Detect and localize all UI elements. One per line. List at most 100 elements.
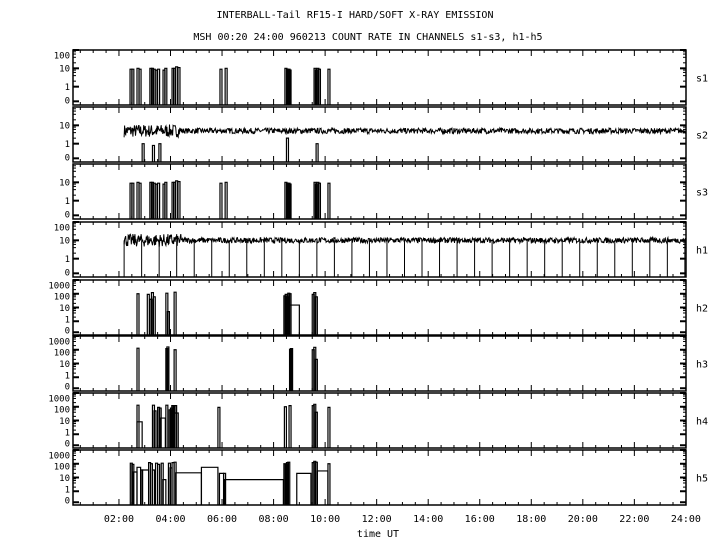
series-h4-spike [283,406,288,448]
series-h3-spike [289,348,294,391]
series-h5-spike [151,469,156,505]
series-h4-step [159,417,166,448]
series-h4-spike [165,404,169,448]
series-s2-baseline [123,124,687,139]
series-s3-spike [138,182,142,219]
series-h3-spike [136,347,140,391]
series-h2-spike [136,293,140,335]
series-s2-spike [285,137,290,162]
series-s3-spike [288,183,292,219]
series-h4-spike [153,410,157,448]
series-h5-step [162,479,167,505]
y-tick-label: 10 [59,304,70,314]
y-tick-label: 100 [54,223,70,233]
series-s1-spike [224,67,228,105]
series-s1-spike [164,67,168,105]
series-h3-spike [314,358,318,391]
x-tick-label: 10:00 [310,514,340,525]
y-tick-label: 0 [65,210,70,220]
series-h5-spike [287,461,291,505]
series-s1-spike [138,68,142,105]
y-tick-label: 0 [65,382,70,392]
x-tick-label: 14:00 [413,514,443,525]
x-axis-label: time UT [357,529,399,540]
series-s3-spike [327,182,331,219]
channel-label: s3 [696,188,708,199]
series-s1-spike [175,66,179,105]
series-s1-spike [317,68,322,105]
series-s3-spike [164,181,168,219]
x-tick-label: 22:00 [619,514,649,525]
series-h2-step [288,304,300,335]
y-tick-label: 0 [65,153,70,163]
y-tick-label: 10 [59,122,70,132]
y-tick-label: 1000 [48,337,70,347]
y-tick-label: 1 [65,255,70,265]
y-tick-label: 10 [59,417,70,427]
x-tick-label: 04:00 [155,514,185,525]
series-s3-spike [157,182,161,219]
channel-label: s2 [696,131,708,142]
channel-label: h5 [696,474,708,485]
series-h2-spike [173,291,177,335]
panel-frame [72,163,687,220]
y-tick-label: 1 [65,485,70,495]
series-s3-spike [219,182,223,219]
y-tick-label: 10 [59,65,70,75]
series-s3-spike [177,180,181,219]
series-s2-spike [158,143,162,162]
series-h2-spike [314,296,318,335]
panel-frame [72,449,687,506]
panel-frame [72,279,687,336]
channel-label: s1 [696,74,708,85]
series-s1-spike [313,67,317,105]
series-s1-spike [327,68,331,105]
series-s1-spike [288,69,292,105]
y-tick-label: 100 [54,405,70,415]
series-h4-spike [217,406,221,448]
channel-label: h3 [696,360,708,371]
y-tick-label: 0 [65,496,70,506]
y-tick-label: 1 [65,197,70,207]
series-s1-spike [131,68,135,105]
series-s3-spike [175,180,179,219]
x-tick-label: 06:00 [207,514,237,525]
y-tick-label: 100 [54,348,70,358]
y-tick-label: 10 [59,237,70,247]
y-tick-label: 1 [65,140,70,150]
x-tick-label: 16:00 [465,514,495,525]
series-s3-spike [313,181,317,219]
series-h5-step [224,479,284,505]
series-h3-spike [173,349,177,391]
y-tick-label: 1000 [48,394,70,404]
panel-frame [72,221,687,278]
series-h4-step [174,412,179,448]
y-tick-label: 10 [59,179,70,189]
series-s3-spike [287,182,291,219]
series-s3-spike [317,182,322,219]
chart-subtitle: MSH 00:20 24:00 960213 COUNT RATE IN CHA… [193,32,542,43]
channel-label: h1 [696,246,708,257]
series-h2-spike [152,296,156,335]
y-tick-label: 1 [65,83,70,93]
channel-label: h2 [696,304,708,315]
y-tick-label: 0 [65,268,70,278]
y-tick-label: 0 [65,326,70,336]
y-tick-label: 1000 [48,451,70,461]
series-h5-step [200,466,219,505]
series-s2-spike [151,144,156,162]
y-tick-label: 100 [54,51,70,61]
y-tick-label: 10 [59,474,70,484]
x-tick-label: 12:00 [362,514,392,525]
y-tick-label: 0 [65,439,70,449]
x-tick-label: 18:00 [516,514,546,525]
series-s2-spike [141,143,145,162]
panel-frame [72,49,687,106]
series-s3-spike [131,182,135,219]
